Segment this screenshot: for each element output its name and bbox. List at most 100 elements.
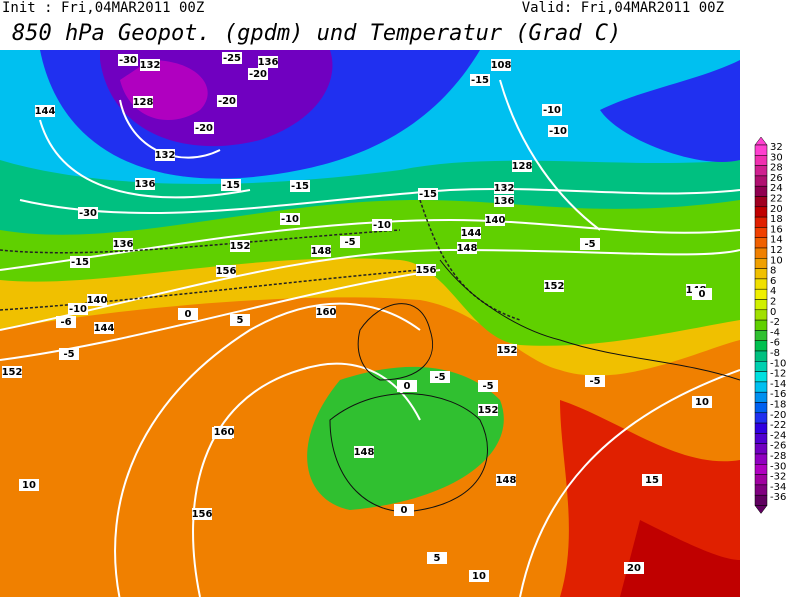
contour-label-box [427, 552, 447, 564]
contour-label-box [230, 314, 250, 326]
colorbar-swatch [754, 319, 768, 331]
colorbar-label: 26 [770, 173, 783, 184]
contour-label: 156 [216, 266, 237, 277]
contour-label: 10 [22, 480, 36, 491]
contour-label: -6 [60, 317, 71, 328]
contour-label-box [416, 264, 436, 276]
contour-label: -5 [589, 376, 600, 387]
colorbar: 32302826242220181614121086420-2-4-6-8-10… [754, 136, 786, 514]
contour-label: -10 [543, 105, 561, 116]
contour-label-box [642, 474, 662, 486]
contour-label-box [178, 308, 198, 320]
contour-label-box [478, 404, 498, 416]
contour-label-box [470, 74, 490, 86]
contour-label-box [113, 238, 133, 250]
contour-label-box [394, 504, 414, 516]
contour-label-box [155, 149, 175, 161]
contour-label: 5 [237, 315, 244, 326]
colorbar-swatch [754, 185, 768, 197]
colorbar-swatch [754, 381, 768, 393]
contour-label: -5 [434, 372, 445, 383]
colorbar-label: -34 [770, 482, 786, 493]
contour-label-box [2, 366, 22, 378]
colorbar-arrow-bottom [754, 505, 768, 514]
contour-label: -25 [223, 53, 241, 64]
contour-label-box [290, 180, 310, 192]
contour-label-box [56, 316, 76, 328]
colorbar-label: 4 [770, 286, 776, 297]
colorbar-swatch [754, 155, 768, 166]
contour-label-box [140, 59, 160, 71]
colorbar-label: 10 [770, 255, 783, 266]
contour-label: 5 [434, 553, 441, 564]
colorbar-label: -2 [770, 317, 780, 328]
contour-label-box [35, 105, 55, 117]
temperature-contours [0, 199, 521, 321]
contour-label-box [87, 294, 107, 306]
colorbar-swatch [754, 422, 768, 434]
contour-label: 0 [404, 381, 411, 392]
contour-label: 148 [311, 246, 332, 257]
contour-labels: 132128-30-20136144-25-20132136-15-20-301… [2, 52, 712, 582]
init-time: Init : Fri,04MAR2011 00Z [2, 0, 204, 16]
contour-label-box [118, 54, 138, 66]
colorbar-label: 14 [770, 235, 783, 246]
contour-label: 140 [485, 215, 506, 226]
colorbar-label: -16 [770, 389, 786, 400]
contour-label-box [494, 195, 514, 207]
contour-label-box [692, 396, 712, 408]
colorbar-label: -22 [770, 420, 786, 431]
contour-label: 148 [354, 447, 375, 458]
colorbar-swatch [754, 227, 768, 238]
contour-label: 132 [494, 183, 515, 194]
colorbar-label: -26 [770, 441, 786, 452]
hot-core [620, 520, 740, 597]
map-title: 850 hPa Geopot. (gpdm) und Temperatur (G… [12, 21, 621, 46]
contour-label: -30 [79, 208, 97, 219]
coastlines [329, 259, 740, 512]
contour-label: 152 [478, 405, 499, 416]
colorbar-label: -18 [770, 400, 786, 411]
contour-label: 128 [512, 161, 533, 172]
contour-label: 152 [2, 367, 23, 378]
contour-label: -15 [71, 257, 89, 268]
colorbar-label: 22 [770, 194, 783, 205]
colorbar-swatch [754, 464, 768, 475]
contour-label-box [580, 238, 600, 250]
colorbar-swatch [754, 268, 768, 280]
contour-label-box [497, 344, 517, 356]
contour-label-box [78, 207, 98, 219]
contour-label: -5 [584, 239, 595, 250]
colorbar-swatch [754, 278, 768, 290]
contour-label-box [512, 160, 532, 172]
contour-label: 136 [494, 196, 515, 207]
contour-label: 156 [416, 265, 437, 276]
contour-label: 128 [133, 97, 154, 108]
green-field [307, 366, 504, 510]
colorbar-arrow-top [754, 136, 768, 146]
contour-label-box [230, 240, 250, 252]
contour-label-box [214, 426, 234, 438]
colorbar-swatch [754, 494, 768, 506]
contour-label-box [461, 227, 481, 239]
colorbar-label: -36 [770, 492, 786, 503]
contour-label: -20 [249, 69, 267, 80]
colorbar-label: 12 [770, 245, 783, 256]
colorbar-label: 20 [770, 204, 783, 215]
contour-label: -10 [69, 304, 87, 315]
colorbar-label: -4 [770, 327, 780, 338]
colorbar-label: -12 [770, 369, 786, 380]
contour-label-box [585, 375, 605, 387]
contour-label: 0 [699, 289, 706, 300]
colorbar-label: 28 [770, 163, 783, 174]
contour-label: 10 [472, 571, 486, 582]
contour-label: 15 [645, 475, 659, 486]
contour-label: -20 [218, 96, 236, 107]
contour-label: 144 [94, 323, 115, 334]
colorbar-swatch [754, 361, 768, 372]
colorbar-label: -32 [770, 472, 786, 483]
contour-label-box [70, 256, 90, 268]
colorbar-label: -14 [770, 379, 786, 390]
contour-label: 160 [214, 427, 235, 438]
